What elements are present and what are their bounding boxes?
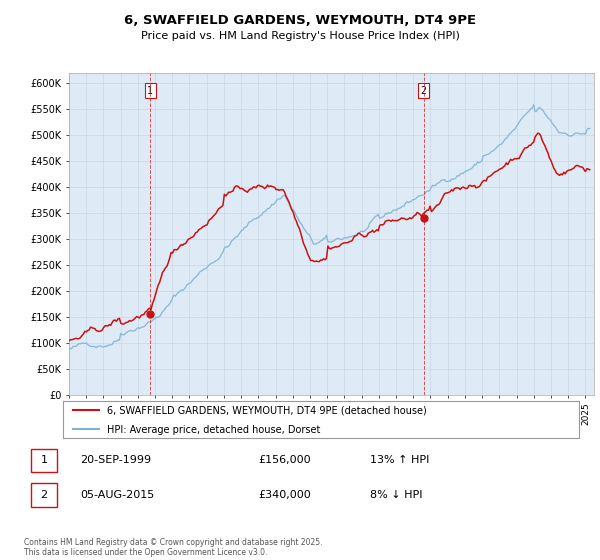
Text: 13% ↑ HPI: 13% ↑ HPI [370,455,430,465]
Text: 2: 2 [421,86,427,96]
Text: Price paid vs. HM Land Registry's House Price Index (HPI): Price paid vs. HM Land Registry's House … [140,31,460,41]
Text: 1: 1 [148,86,153,96]
FancyBboxPatch shape [31,483,58,507]
Text: 8% ↓ HPI: 8% ↓ HPI [370,489,422,500]
FancyBboxPatch shape [31,449,58,473]
FancyBboxPatch shape [62,401,580,438]
Text: Contains HM Land Registry data © Crown copyright and database right 2025.
This d: Contains HM Land Registry data © Crown c… [24,538,323,557]
Text: 20-SEP-1999: 20-SEP-1999 [80,455,151,465]
Text: 1: 1 [41,455,47,465]
Text: £340,000: £340,000 [259,489,311,500]
Text: 05-AUG-2015: 05-AUG-2015 [80,489,154,500]
Text: 6, SWAFFIELD GARDENS, WEYMOUTH, DT4 9PE: 6, SWAFFIELD GARDENS, WEYMOUTH, DT4 9PE [124,14,476,27]
Text: £156,000: £156,000 [259,455,311,465]
Text: 6, SWAFFIELD GARDENS, WEYMOUTH, DT4 9PE (detached house): 6, SWAFFIELD GARDENS, WEYMOUTH, DT4 9PE … [107,405,427,416]
Text: 2: 2 [41,489,47,500]
Text: HPI: Average price, detached house, Dorset: HPI: Average price, detached house, Dors… [107,425,320,435]
